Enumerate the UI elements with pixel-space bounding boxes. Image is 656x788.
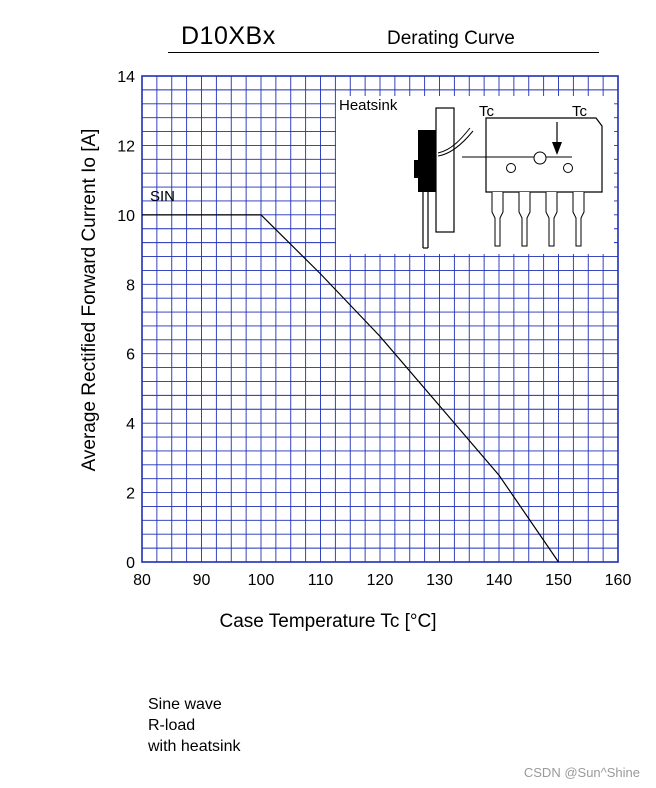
test-conditions: Sine wave R-load with heatsink: [148, 694, 241, 757]
y-tick-label: 10: [117, 208, 135, 225]
note-line: Sine wave: [148, 696, 222, 713]
y-tick-label: 4: [126, 416, 135, 433]
pin-marker: [563, 163, 573, 173]
device-lead: [545, 192, 558, 247]
note-line: R-load: [148, 717, 196, 734]
chart-title: Derating Curve: [387, 28, 515, 49]
y-tick-label: 8: [126, 277, 135, 294]
x-tick-label: 90: [193, 572, 211, 589]
x-tick-label: 150: [545, 572, 572, 589]
y-tick-label: 0: [126, 555, 135, 572]
tc-arrow-head: [552, 142, 562, 155]
device-lead: [491, 192, 504, 247]
series-label-sin: SIN: [150, 188, 175, 205]
tc-label-left: Tc: [479, 103, 495, 120]
watermark: CSDN @Sun^Shine: [523, 765, 640, 780]
x-tick-label: 120: [367, 572, 394, 589]
note-line: with heatsink: [148, 738, 241, 755]
x-tick-label: 110: [308, 572, 334, 589]
part-number: D10XBx: [181, 22, 276, 50]
heatsink-plate: [435, 107, 455, 233]
y-tick-label: 14: [117, 69, 135, 86]
thermocouple-wire: [437, 127, 471, 154]
y-axis-title: Average Rectified Forward Current Io [A]: [79, 129, 100, 472]
y-tick-label: 12: [117, 138, 135, 155]
thermocouple-wire: [437, 130, 474, 157]
axis-ticks: 80 90 100 110 120 130 140 150 160 0 2 4 6 8 10 12 14: [117, 69, 631, 589]
mounting-hole: [533, 151, 547, 165]
device-lead: [518, 192, 531, 247]
x-axis-title: Case Temperature Tc [°C]: [219, 611, 436, 632]
x-tick-label: 160: [605, 572, 632, 589]
y-tick-label: 2: [126, 486, 135, 503]
title-underline: [168, 52, 599, 53]
heatsink-label: Heatsink: [339, 97, 398, 114]
derating-curve-sin: [142, 214, 559, 563]
device-lead: [572, 192, 585, 247]
tc-label-right: Tc: [572, 103, 588, 120]
x-tick-label: 100: [248, 572, 275, 589]
mounting-illustration: Heatsink Tc Tc: [336, 96, 614, 254]
x-tick-label: 140: [486, 572, 513, 589]
device-side-view: [414, 130, 436, 192]
x-tick-label: 130: [426, 572, 453, 589]
plot-frame: [141, 75, 619, 563]
x-tick-label: 80: [133, 572, 151, 589]
y-tick-label: 6: [126, 347, 135, 364]
pin-marker: [506, 163, 516, 173]
